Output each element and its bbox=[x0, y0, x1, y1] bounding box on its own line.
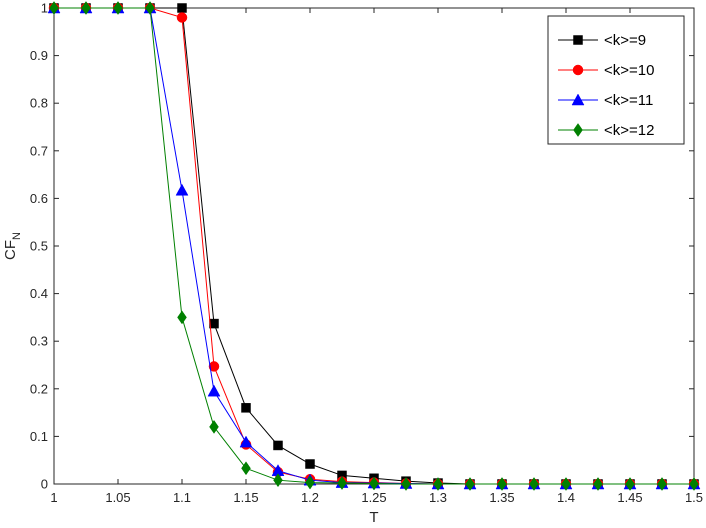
x-tick-label: 1.35 bbox=[489, 490, 514, 505]
data-point bbox=[305, 475, 315, 490]
data-point bbox=[529, 477, 539, 491]
data-point bbox=[273, 473, 283, 488]
y-tick-label: 0 bbox=[41, 477, 48, 492]
legend-box bbox=[547, 15, 685, 145]
legend-label: <k>=11 bbox=[604, 92, 653, 109]
y-tick-label: 0.8 bbox=[30, 96, 48, 111]
legend-label: <k>=12 bbox=[604, 122, 654, 139]
y-tick-label: 0.9 bbox=[30, 48, 48, 63]
data-point bbox=[241, 403, 251, 413]
data-point bbox=[593, 477, 603, 491]
x-tick-label: 1.05 bbox=[105, 490, 130, 505]
y-tick-label: 0.4 bbox=[30, 286, 48, 301]
legend-item: <k>=11 bbox=[558, 92, 653, 109]
data-point bbox=[176, 12, 188, 23]
y-tick-label: 0.3 bbox=[30, 334, 48, 349]
x-tick-label: 1.2 bbox=[301, 490, 319, 505]
legend-swatch-marker bbox=[573, 35, 583, 45]
data-point bbox=[369, 476, 379, 491]
data-point bbox=[175, 183, 189, 196]
data-point bbox=[433, 477, 443, 491]
data-point bbox=[561, 477, 571, 491]
y-tick-label: 0.6 bbox=[30, 191, 48, 206]
data-point bbox=[177, 310, 187, 325]
data-point bbox=[241, 461, 251, 476]
y-tick-label: 0.2 bbox=[30, 381, 48, 396]
data-point bbox=[81, 1, 91, 15]
data-point bbox=[239, 435, 253, 448]
x-tick-label: 1.1 bbox=[173, 490, 191, 505]
data-point bbox=[145, 1, 155, 15]
x-tick-label: 1.3 bbox=[429, 490, 447, 505]
series-layer bbox=[47, 1, 701, 491]
x-axis-title: T bbox=[369, 509, 378, 526]
data-point bbox=[207, 384, 221, 397]
data-point bbox=[337, 476, 347, 490]
axis-ticks: 1 1.05 1.1 1.15 1.2 1.25 1.3 1.35 1.4 1.45 1.5 0 0.1… bbox=[30, 1, 703, 506]
data-point bbox=[209, 419, 219, 434]
data-point bbox=[625, 477, 635, 491]
legend-item: <k>=10 bbox=[558, 62, 654, 79]
legend-swatch-marker bbox=[572, 64, 584, 76]
data-point bbox=[273, 440, 283, 451]
data-point bbox=[49, 1, 59, 15]
series-4 bbox=[49, 1, 699, 491]
legend-item: <k>=9 bbox=[558, 32, 646, 49]
y-axis-title-main: CF bbox=[2, 240, 19, 260]
data-point bbox=[305, 459, 315, 469]
y-tick-label: 1 bbox=[41, 1, 48, 16]
data-point bbox=[113, 1, 123, 15]
data-point bbox=[177, 3, 187, 13]
data-point bbox=[465, 477, 475, 491]
legend-item: <k>=12 bbox=[558, 122, 654, 139]
data-point bbox=[657, 477, 667, 491]
y-tick-label: 0.7 bbox=[30, 143, 48, 158]
legend-swatch-marker bbox=[573, 123, 583, 137]
x-tick-label: 1 bbox=[50, 490, 57, 505]
y-axis-title: CFN bbox=[2, 232, 23, 260]
x-tick-label: 1.45 bbox=[617, 490, 642, 505]
legend-label: <k>=10 bbox=[604, 62, 654, 79]
y-axis-title-subscript: N bbox=[11, 232, 23, 240]
data-point bbox=[209, 318, 219, 329]
legend: <k>=9 <k>=10 <k>=11 <k>=12 bbox=[547, 15, 685, 145]
y-tick-label: 0.5 bbox=[30, 239, 48, 254]
x-tick-label: 1.4 bbox=[557, 490, 575, 505]
data-point bbox=[401, 477, 411, 491]
x-tick-label: 1.5 bbox=[685, 490, 703, 505]
data-point bbox=[208, 361, 220, 372]
legend-swatch-marker bbox=[571, 93, 585, 106]
x-tick-label: 1.25 bbox=[361, 490, 386, 505]
data-point bbox=[689, 477, 699, 491]
data-point bbox=[497, 477, 507, 491]
x-tick-label: 1.15 bbox=[233, 490, 258, 505]
y-tick-label: 0.1 bbox=[30, 429, 48, 444]
legend-label: <k>=9 bbox=[604, 32, 646, 49]
